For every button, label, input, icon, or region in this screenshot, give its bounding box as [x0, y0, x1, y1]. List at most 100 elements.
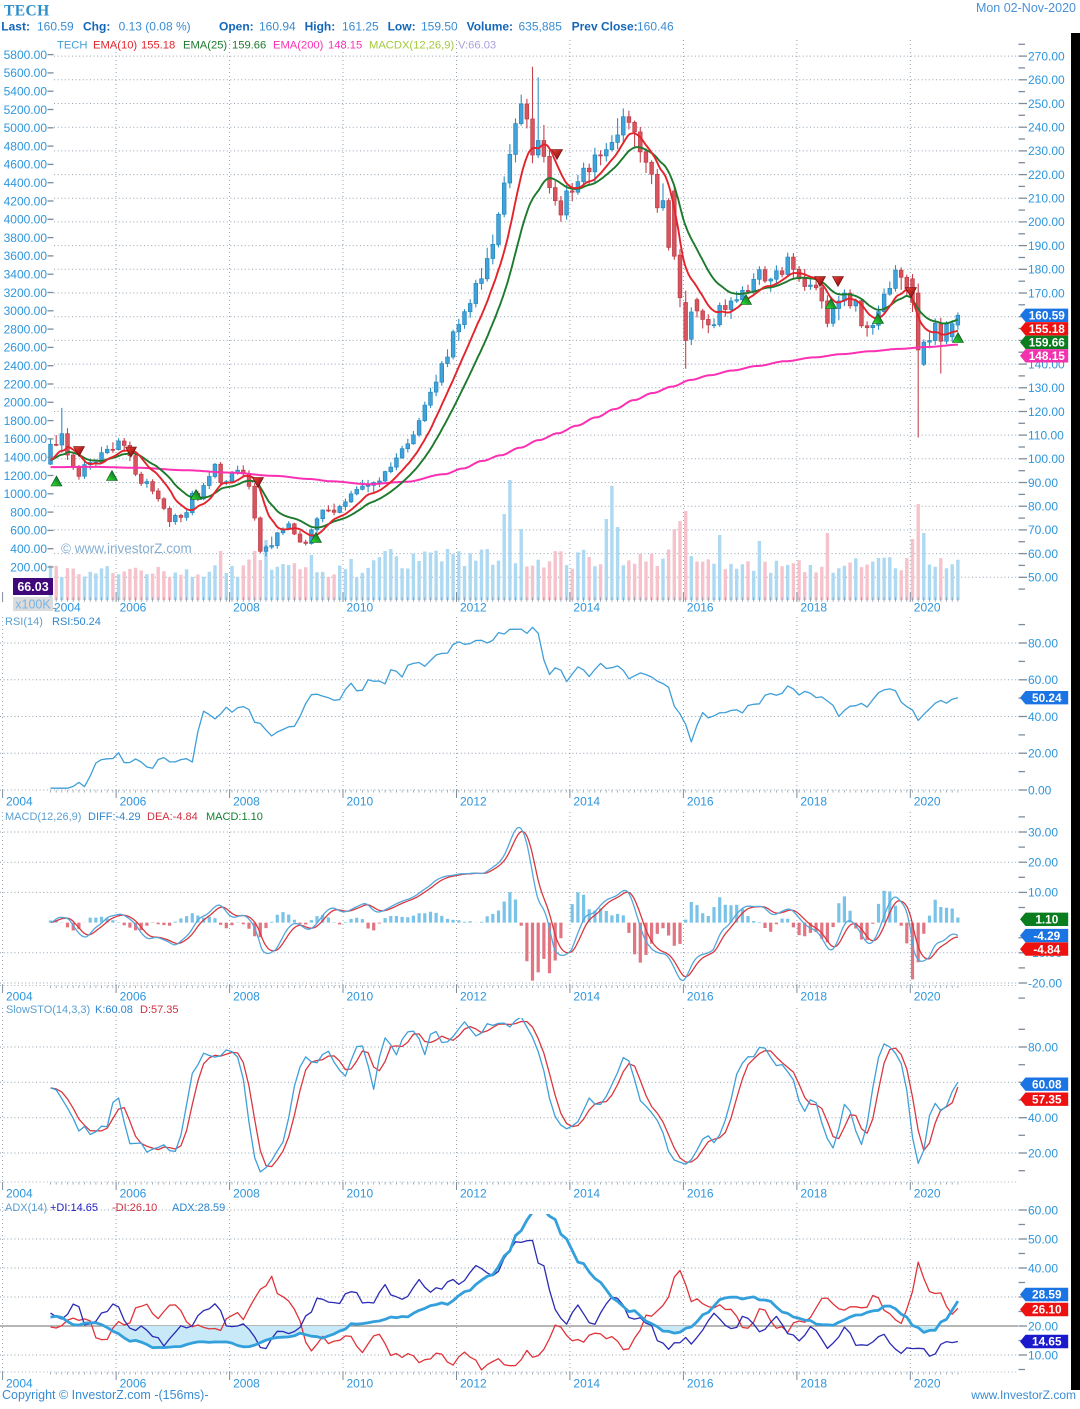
svg-text:EMA(200): EMA(200) [273, 40, 324, 52]
svg-text:2004: 2004 [54, 601, 81, 615]
svg-text:110.00: 110.00 [1028, 428, 1064, 442]
svg-text:Prev Close:: Prev Close: [572, 20, 638, 34]
svg-text:2016: 2016 [687, 601, 714, 615]
svg-text:66.03: 66.03 [17, 580, 48, 594]
svg-text:TECH: TECH [4, 3, 50, 20]
svg-text:3000.00: 3000.00 [4, 304, 48, 318]
svg-text:5200.00: 5200.00 [4, 103, 48, 117]
svg-text:D:57.35: D:57.35 [140, 1004, 179, 1016]
svg-text:130.00: 130.00 [1028, 381, 1065, 395]
svg-text:Open:: Open: [219, 20, 254, 34]
svg-text:4000.00: 4000.00 [4, 213, 48, 227]
svg-text:148.15: 148.15 [328, 40, 362, 52]
svg-text:161.25: 161.25 [342, 20, 379, 34]
svg-text:2016: 2016 [687, 795, 714, 809]
svg-text:Volume:: Volume: [467, 20, 513, 34]
svg-text:80.00: 80.00 [1028, 500, 1058, 514]
svg-text:2020: 2020 [914, 990, 941, 1004]
svg-text:800.00: 800.00 [10, 505, 47, 519]
svg-text:2010: 2010 [347, 795, 374, 809]
svg-text:270.00: 270.00 [1028, 49, 1065, 63]
svg-text:2020: 2020 [914, 1377, 941, 1391]
svg-text:-4.84: -4.84 [1033, 942, 1060, 956]
svg-text:1200.00: 1200.00 [4, 469, 48, 483]
svg-text:2012: 2012 [460, 1377, 487, 1391]
svg-text:2006: 2006 [120, 601, 147, 615]
svg-text:2004: 2004 [6, 795, 33, 809]
svg-text:159.66: 159.66 [232, 40, 266, 52]
svg-text:170.00: 170.00 [1028, 286, 1065, 300]
svg-text:2020: 2020 [914, 601, 941, 615]
svg-text:2004: 2004 [6, 1377, 33, 1391]
svg-text:Copyright © InvestorZ.com -(1: Copyright © InvestorZ.com -(156ms)- [2, 1388, 208, 1402]
svg-text:260.00: 260.00 [1028, 73, 1065, 87]
svg-text:x100K: x100K [15, 598, 51, 612]
svg-text:20.00: 20.00 [1028, 747, 1058, 761]
svg-text:200.00: 200.00 [10, 560, 47, 574]
svg-text:3800.00: 3800.00 [4, 231, 48, 245]
svg-text:Last:: Last: [1, 20, 30, 34]
svg-text:148.15: 148.15 [1029, 349, 1066, 363]
svg-text:50.24: 50.24 [1032, 691, 1062, 705]
svg-text:2020: 2020 [914, 795, 941, 809]
svg-text:4600.00: 4600.00 [4, 158, 48, 172]
svg-text:1600.00: 1600.00 [4, 432, 48, 446]
svg-text:2004: 2004 [6, 990, 33, 1004]
svg-text:600.00: 600.00 [10, 524, 47, 538]
svg-text:-4.29: -4.29 [1033, 929, 1060, 943]
svg-text:4400.00: 4400.00 [4, 176, 48, 190]
svg-text:160.59: 160.59 [1029, 309, 1066, 323]
svg-text:RSI:50.24: RSI:50.24 [52, 616, 101, 628]
svg-text:155.18: 155.18 [1029, 322, 1066, 336]
svg-text:60.08: 60.08 [1032, 1077, 1062, 1091]
svg-text:57.35: 57.35 [1032, 1092, 1062, 1106]
svg-text:RSI(14): RSI(14) [5, 616, 43, 628]
svg-text:100.00: 100.00 [1028, 452, 1065, 466]
svg-text:2800.00: 2800.00 [4, 322, 48, 336]
svg-text:2008: 2008 [233, 795, 260, 809]
svg-text:4200.00: 4200.00 [4, 194, 48, 208]
svg-text:400.00: 400.00 [10, 542, 47, 556]
svg-text:EMA(10): EMA(10) [93, 40, 137, 52]
svg-text:28.59: 28.59 [1032, 1288, 1062, 1302]
svg-text:MACDX(12,26,9): MACDX(12,26,9) [369, 40, 454, 52]
svg-text:5000.00: 5000.00 [4, 121, 48, 135]
svg-text:220.00: 220.00 [1028, 168, 1065, 182]
svg-text:190.00: 190.00 [1028, 239, 1065, 253]
svg-text:120.00: 120.00 [1028, 405, 1065, 419]
svg-text:K:60.08: K:60.08 [95, 1004, 133, 1016]
svg-text:MACD:1.10: MACD:1.10 [206, 811, 263, 823]
svg-text:1800.00: 1800.00 [4, 414, 48, 428]
svg-text:2010: 2010 [347, 1187, 374, 1201]
svg-text:2014: 2014 [573, 1187, 600, 1201]
svg-text:4800.00: 4800.00 [4, 139, 48, 153]
svg-text:210.00: 210.00 [1028, 192, 1065, 206]
svg-text:3600.00: 3600.00 [4, 249, 48, 263]
svg-text:2006: 2006 [120, 1377, 147, 1391]
svg-text:2018: 2018 [800, 1187, 827, 1201]
svg-text:ADX:28.59: ADX:28.59 [172, 1202, 225, 1214]
svg-text:20.00: 20.00 [1028, 856, 1058, 870]
svg-text:30.00: 30.00 [1028, 825, 1058, 839]
svg-text:MACD(12,26,9): MACD(12,26,9) [5, 811, 81, 823]
svg-text:1400.00: 1400.00 [4, 451, 48, 465]
svg-text:180.00: 180.00 [1028, 263, 1065, 277]
svg-text:240.00: 240.00 [1028, 121, 1065, 135]
svg-text:2018: 2018 [800, 601, 827, 615]
svg-text:2018: 2018 [800, 1377, 827, 1391]
svg-text:EMA(25): EMA(25) [183, 40, 227, 52]
svg-text:20.00: 20.00 [1028, 1319, 1058, 1333]
svg-text:2012: 2012 [460, 795, 487, 809]
svg-text:2014: 2014 [573, 601, 600, 615]
svg-text:5400.00: 5400.00 [4, 85, 48, 99]
svg-text:2006: 2006 [120, 795, 147, 809]
svg-text:1000.00: 1000.00 [4, 487, 48, 501]
svg-text:2014: 2014 [573, 795, 600, 809]
svg-text:High:: High: [305, 20, 336, 34]
svg-text:2012: 2012 [460, 601, 487, 615]
svg-text:SlowSTO(14,3,3): SlowSTO(14,3,3) [6, 1004, 90, 1016]
svg-text:-20.00: -20.00 [1028, 976, 1062, 990]
svg-text:20.00: 20.00 [1028, 1146, 1058, 1160]
svg-text:60.00: 60.00 [1028, 673, 1058, 687]
svg-text:2008: 2008 [233, 1377, 260, 1391]
